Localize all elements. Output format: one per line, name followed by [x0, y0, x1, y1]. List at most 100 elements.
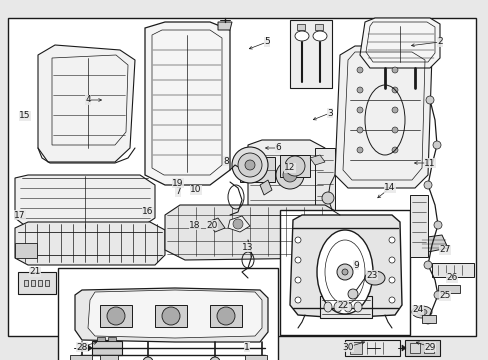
Bar: [97, 337, 105, 341]
Ellipse shape: [391, 127, 397, 133]
Ellipse shape: [238, 153, 262, 177]
Ellipse shape: [356, 87, 362, 93]
Text: 11: 11: [424, 158, 435, 167]
Polygon shape: [75, 288, 267, 342]
Bar: [209, 305, 242, 327]
Ellipse shape: [333, 302, 341, 312]
Ellipse shape: [416, 309, 426, 315]
Text: 28: 28: [76, 342, 87, 351]
Bar: [70, 355, 92, 360]
Text: 19: 19: [172, 179, 183, 188]
Polygon shape: [218, 22, 231, 30]
Ellipse shape: [316, 230, 372, 314]
Polygon shape: [207, 218, 224, 232]
Text: 17: 17: [14, 211, 26, 220]
Bar: [8, 18, 475, 336]
Polygon shape: [260, 180, 271, 195]
Bar: [314, 148, 334, 213]
Polygon shape: [359, 18, 439, 68]
Bar: [15, 243, 37, 258]
Text: 12: 12: [284, 163, 295, 172]
Ellipse shape: [275, 161, 304, 189]
Bar: [296, 24, 305, 30]
Text: 20: 20: [206, 220, 217, 230]
Bar: [421, 315, 435, 323]
Text: 26: 26: [446, 274, 457, 283]
Text: 5: 5: [264, 37, 269, 46]
Ellipse shape: [391, 147, 397, 153]
Text: 4: 4: [85, 95, 91, 104]
Ellipse shape: [364, 271, 384, 285]
Ellipse shape: [433, 291, 441, 299]
Text: 29: 29: [424, 342, 435, 351]
Ellipse shape: [356, 127, 362, 133]
Bar: [404, 340, 439, 356]
Ellipse shape: [391, 67, 397, 73]
Text: 25: 25: [438, 292, 450, 301]
Polygon shape: [164, 205, 341, 260]
Polygon shape: [145, 22, 229, 185]
Polygon shape: [15, 222, 164, 265]
Ellipse shape: [347, 289, 357, 299]
Text: 3: 3: [326, 108, 332, 117]
Ellipse shape: [433, 221, 441, 229]
Text: 24: 24: [411, 306, 423, 315]
Polygon shape: [247, 140, 325, 230]
Bar: [58, 268, 278, 360]
Ellipse shape: [294, 257, 301, 263]
Bar: [437, 285, 459, 293]
Ellipse shape: [244, 160, 254, 170]
Text: 23: 23: [366, 270, 377, 279]
Bar: [423, 343, 433, 353]
Ellipse shape: [257, 357, 266, 360]
Ellipse shape: [388, 297, 394, 303]
Ellipse shape: [388, 277, 394, 283]
Text: 7: 7: [175, 188, 181, 197]
Ellipse shape: [107, 307, 125, 325]
Text: 2: 2: [436, 37, 442, 46]
Bar: [38, 280, 42, 286]
Bar: [349, 342, 361, 354]
Ellipse shape: [231, 147, 267, 183]
Ellipse shape: [388, 257, 394, 263]
Ellipse shape: [423, 316, 431, 324]
Text: 14: 14: [384, 184, 395, 193]
Bar: [345, 340, 399, 356]
Ellipse shape: [312, 31, 326, 41]
Ellipse shape: [77, 357, 87, 360]
Bar: [45, 280, 49, 286]
Bar: [244, 355, 266, 360]
Ellipse shape: [294, 237, 301, 243]
Bar: [314, 24, 323, 30]
Polygon shape: [38, 45, 135, 162]
Ellipse shape: [356, 107, 362, 113]
Polygon shape: [309, 155, 325, 165]
Bar: [319, 296, 371, 318]
Text: 15: 15: [19, 112, 31, 121]
Ellipse shape: [162, 307, 180, 325]
Bar: [409, 343, 419, 353]
Ellipse shape: [353, 302, 361, 312]
Ellipse shape: [425, 96, 433, 104]
Ellipse shape: [324, 302, 331, 312]
Polygon shape: [289, 215, 401, 318]
Bar: [100, 355, 118, 360]
Polygon shape: [419, 235, 447, 252]
Bar: [24, 280, 28, 286]
Ellipse shape: [321, 192, 333, 204]
Text: 21: 21: [29, 267, 41, 276]
Ellipse shape: [285, 156, 305, 176]
Polygon shape: [227, 216, 249, 232]
Ellipse shape: [391, 87, 397, 93]
Ellipse shape: [232, 219, 243, 229]
Bar: [92, 341, 122, 355]
Bar: [100, 305, 132, 327]
Ellipse shape: [423, 261, 431, 269]
Bar: [280, 210, 409, 335]
Ellipse shape: [356, 67, 362, 73]
Text: 16: 16: [142, 207, 153, 216]
Text: 6: 6: [275, 144, 280, 153]
Bar: [409, 195, 427, 257]
Polygon shape: [334, 46, 431, 188]
Ellipse shape: [336, 264, 352, 280]
